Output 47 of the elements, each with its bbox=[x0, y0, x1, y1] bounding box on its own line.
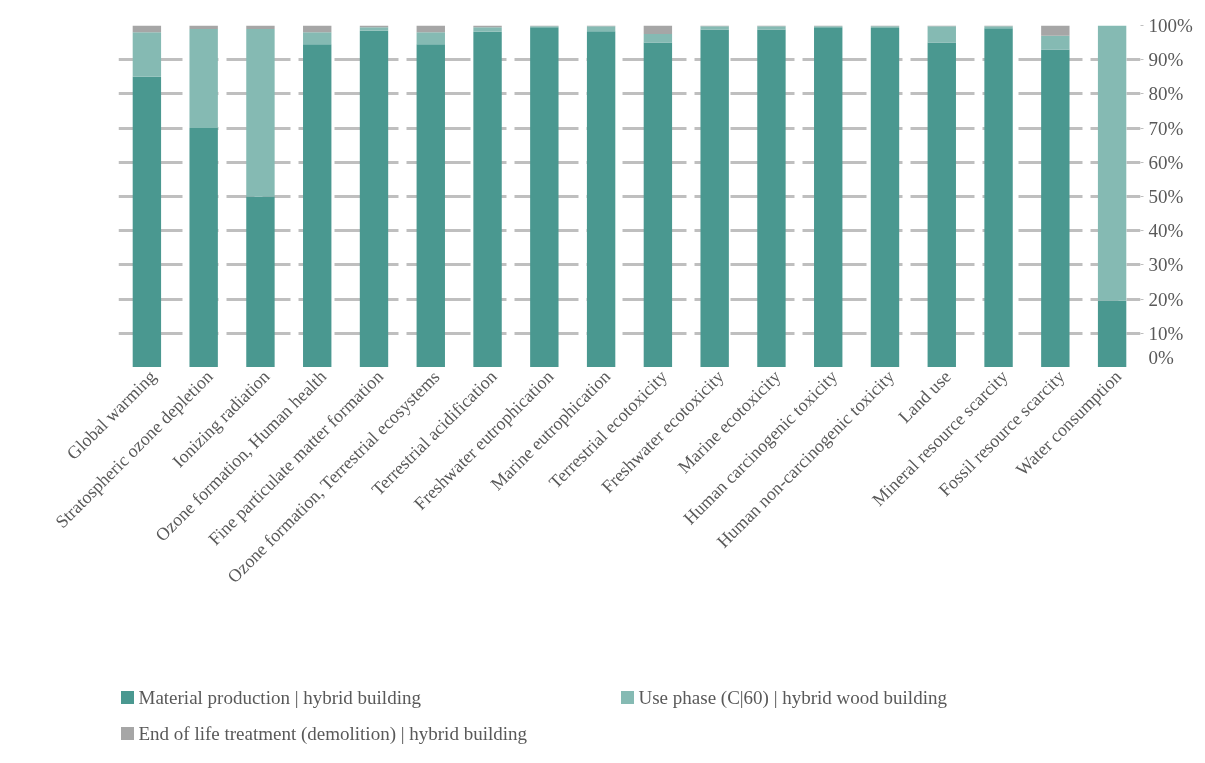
bar bbox=[1041, 25, 1070, 36]
bar bbox=[246, 28, 275, 197]
y-tick-label: 60% bbox=[1148, 151, 1184, 173]
bar bbox=[132, 32, 162, 77]
legend-label: End of life treatment (demolition) | hybrid building bbox=[138, 723, 528, 745]
y-tick-label: 40% bbox=[1148, 220, 1184, 242]
bar bbox=[303, 44, 332, 367]
bar bbox=[246, 196, 275, 367]
bar bbox=[1097, 25, 1127, 301]
bar bbox=[246, 25, 275, 29]
bar bbox=[473, 27, 502, 32]
bar bbox=[984, 28, 1013, 367]
y-tick-label: 70% bbox=[1148, 117, 1184, 139]
bar bbox=[473, 31, 502, 367]
bar bbox=[189, 28, 218, 129]
y-tick-label: 10% bbox=[1148, 322, 1184, 344]
y-tick-label: 90% bbox=[1148, 49, 1184, 71]
bar bbox=[1041, 49, 1070, 367]
bar bbox=[927, 42, 956, 367]
bar bbox=[586, 26, 616, 32]
bar bbox=[189, 128, 218, 367]
y-tick-label: 30% bbox=[1148, 254, 1184, 276]
bar bbox=[530, 27, 559, 367]
bar bbox=[1041, 35, 1070, 50]
y-tick-label: 0% bbox=[1148, 346, 1174, 368]
bar bbox=[303, 32, 332, 45]
bar bbox=[416, 32, 445, 45]
bar bbox=[643, 42, 673, 367]
y-tick-label: 50% bbox=[1148, 186, 1184, 207]
bar bbox=[643, 34, 673, 43]
bar bbox=[700, 29, 729, 367]
bar bbox=[870, 27, 900, 367]
bar bbox=[416, 44, 445, 367]
legend-label: Material production | hybrid building bbox=[138, 687, 422, 708]
y-tick-label: 20% bbox=[1148, 288, 1184, 310]
bar bbox=[189, 25, 218, 29]
bar bbox=[643, 25, 673, 35]
bar bbox=[132, 76, 162, 367]
y-tick-label: 100% bbox=[1148, 15, 1193, 36]
bar bbox=[1097, 300, 1127, 367]
bar bbox=[757, 29, 786, 367]
bar bbox=[814, 27, 843, 367]
bar bbox=[927, 26, 956, 43]
y-tick-label: 80% bbox=[1148, 83, 1184, 105]
bar bbox=[586, 31, 616, 367]
legend-label: Use phase (C|60) | hybrid wood building bbox=[638, 687, 948, 709]
bar bbox=[359, 30, 389, 367]
